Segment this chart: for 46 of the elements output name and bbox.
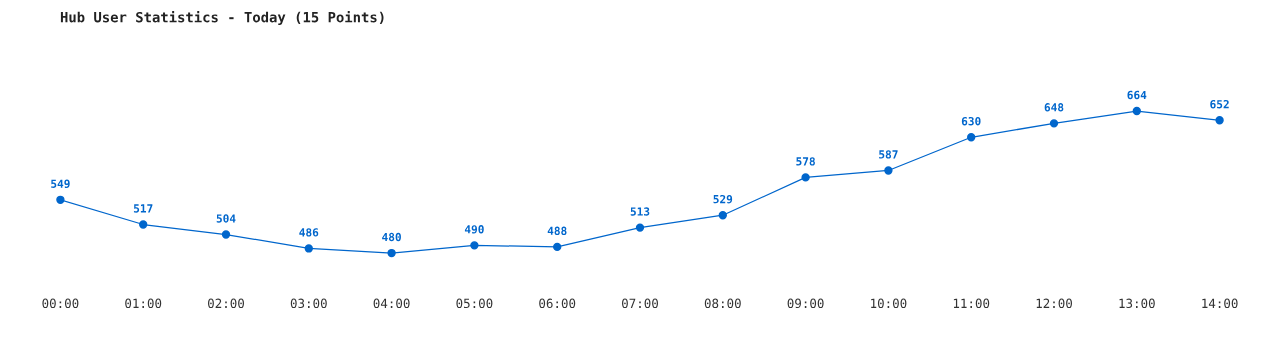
x-tick-label: 07:00 xyxy=(622,298,658,309)
x-tick-label: 05:00 xyxy=(456,298,493,309)
point xyxy=(139,220,148,229)
x-tick-label: 02:00 xyxy=(208,298,244,309)
point xyxy=(884,166,893,175)
x-tick-label: 13:00 xyxy=(1119,298,1155,309)
point xyxy=(304,244,313,253)
x-tick-label: 00:00 xyxy=(42,298,79,309)
x-tick-label: 09:00 xyxy=(787,298,824,309)
data-label: 486 xyxy=(299,228,319,237)
x-tick-label: 12:00 xyxy=(1036,298,1072,309)
x-tick-label: 06:00 xyxy=(539,298,576,309)
x-tick-label: 03:00 xyxy=(290,298,327,309)
x-tick-label: 01:00 xyxy=(125,298,162,309)
point xyxy=(56,195,65,204)
point xyxy=(470,241,479,250)
data-label: 517 xyxy=(133,204,153,213)
data-label: 664 xyxy=(1127,90,1147,100)
data-label: 578 xyxy=(796,157,815,166)
point xyxy=(387,248,396,258)
data-label: 652 xyxy=(1210,100,1229,109)
point xyxy=(1215,116,1224,125)
data-label: 513 xyxy=(630,207,650,216)
point xyxy=(221,230,231,239)
x-tick-label: 04:00 xyxy=(373,298,410,309)
point xyxy=(967,133,976,142)
data-label: 549 xyxy=(51,179,70,188)
point xyxy=(553,242,562,252)
point xyxy=(1132,106,1141,116)
data-label: 648 xyxy=(1044,103,1064,112)
point xyxy=(1049,119,1059,128)
x-tick-label: 14:00 xyxy=(1202,298,1238,309)
point xyxy=(718,211,727,220)
point xyxy=(801,173,810,182)
x-tick-label: 08:00 xyxy=(704,298,741,309)
x-tick-label: 10:00 xyxy=(871,298,907,309)
x-tick-label: 11:00 xyxy=(953,298,990,309)
chart-title: Hub User Statistics - Today (15 Points) xyxy=(60,10,384,26)
data-label: 490 xyxy=(464,225,484,234)
point xyxy=(635,223,645,232)
data-label: 504 xyxy=(216,214,236,223)
data-label: 587 xyxy=(879,150,898,159)
data-label: 480 xyxy=(382,232,401,242)
data-label: 630 xyxy=(961,116,981,126)
data-label: 529 xyxy=(713,194,733,204)
data-label: 488 xyxy=(547,226,567,236)
